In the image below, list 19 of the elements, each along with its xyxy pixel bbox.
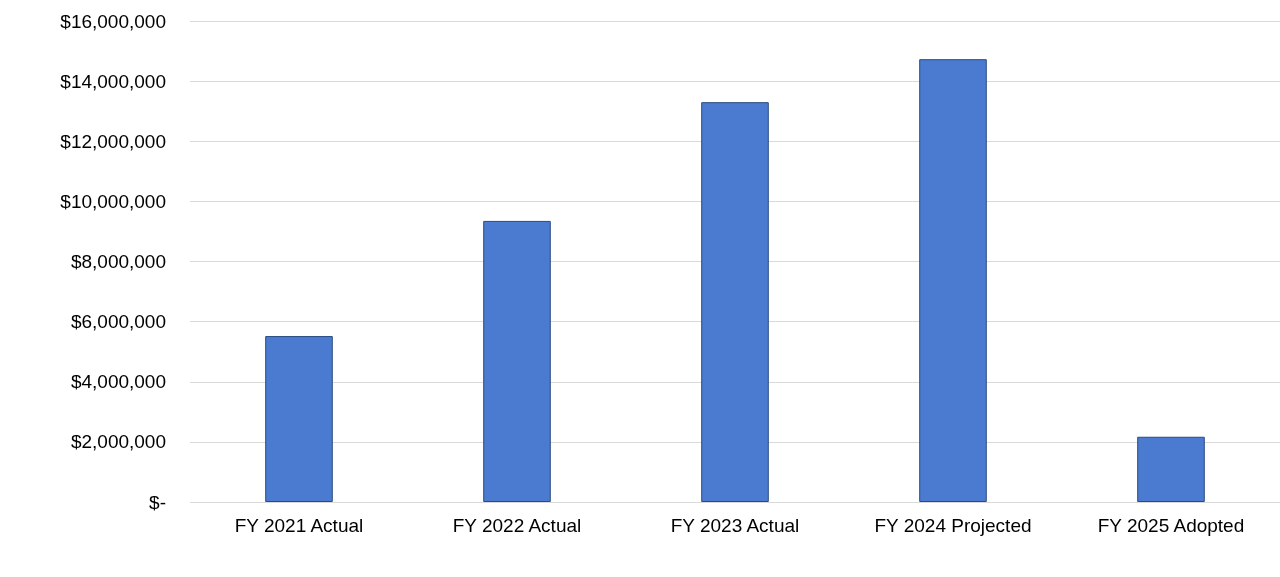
y-tick-label: $4,000,000 bbox=[70, 371, 166, 393]
y-tick-label: $14,000,000 bbox=[60, 70, 166, 92]
y-tick-label: $16,000,000 bbox=[60, 10, 166, 32]
bar bbox=[1137, 436, 1205, 502]
bar bbox=[483, 220, 551, 502]
y-tick-label: $10,000,000 bbox=[60, 190, 166, 212]
y-tick-label: $- bbox=[149, 491, 166, 513]
y-tick-label: $6,000,000 bbox=[70, 311, 166, 333]
y-tick-label: $12,000,000 bbox=[60, 130, 166, 152]
x-tick-label: FY 2023 Actual bbox=[670, 515, 800, 536]
x-tick-label: FY 2022 Actual bbox=[452, 515, 582, 536]
y-tick-label: $8,000,000 bbox=[70, 251, 166, 272]
bar bbox=[265, 336, 333, 502]
bar bbox=[919, 59, 987, 502]
x-tick-label: FY 2024 Projected bbox=[874, 515, 1032, 536]
bar bbox=[701, 102, 769, 502]
y-tick-label: $2,000,000 bbox=[70, 431, 166, 453]
x-tick-label: FY 2021 Actual bbox=[234, 515, 364, 536]
x-tick-label: FY 2025 Adopted bbox=[1097, 515, 1245, 536]
